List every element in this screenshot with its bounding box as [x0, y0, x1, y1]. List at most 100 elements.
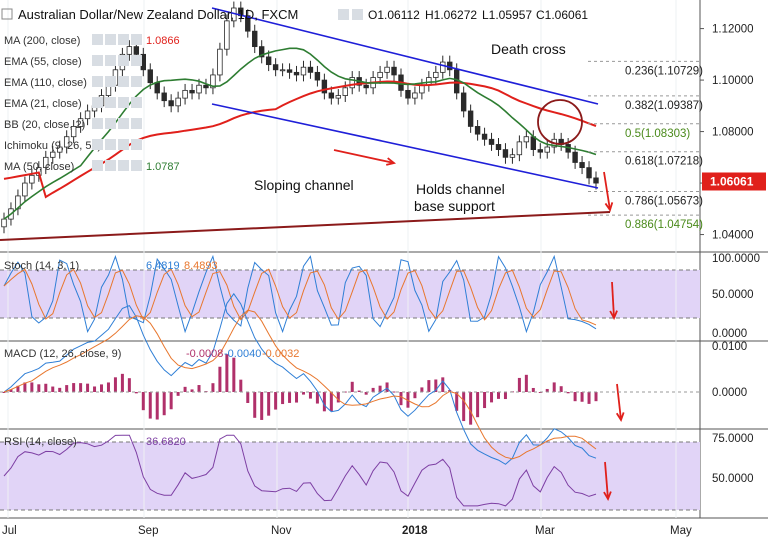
macd-bar [399, 392, 403, 406]
macd-bar [315, 392, 319, 404]
legend-button-icon[interactable] [105, 76, 116, 87]
sloping-channel-label: Sloping channel [254, 177, 354, 193]
candle [349, 71, 355, 95]
legend-button-icon[interactable] [131, 76, 142, 87]
fib-label: 0.618(1.07218) [625, 156, 703, 168]
macd-bar [162, 392, 166, 416]
legend-button-icon[interactable] [92, 76, 103, 87]
rsi-band [0, 442, 700, 510]
macd-bar [169, 392, 173, 410]
legend-button-icon[interactable] [131, 55, 142, 66]
indicator-legend-list: MA (200, close) 1.0866 EMA (55, close) EMA … [4, 34, 299, 448]
candle [168, 94, 174, 113]
macd-bar [524, 374, 528, 392]
legend-button-icon[interactable] [105, 139, 116, 150]
legend-button-icon[interactable] [105, 97, 116, 108]
indicator-legend-item[interactable]: BB (20, close, 2) [4, 118, 142, 131]
death-cross-label: Death cross [491, 41, 566, 57]
visibility-icon[interactable] [338, 9, 349, 20]
candle [474, 119, 481, 141]
candle [523, 130, 530, 149]
legend-button-icon[interactable] [105, 118, 116, 129]
macd-bar [350, 381, 354, 392]
indicator-legend-label: Ichimoku (9, 26, 52) [4, 140, 101, 152]
candle [293, 65, 300, 82]
macd-bar [503, 392, 507, 400]
legend-button-icon[interactable] [92, 160, 103, 171]
indicator-legend-value: 1.0787 [146, 161, 180, 173]
legend-button-icon[interactable] [105, 160, 116, 171]
macd-bar [225, 354, 229, 392]
macd-bar [267, 392, 271, 416]
candle [328, 86, 335, 105]
legend-button-icon[interactable] [131, 160, 142, 171]
macd-bar [127, 378, 131, 392]
legend-button-icon[interactable] [92, 34, 103, 45]
stoch-legend[interactable]: Stoch (14, 3, 1) 6.4819 8.4893 [4, 260, 218, 272]
macd-down-arrow [615, 383, 625, 423]
candle [77, 112, 84, 133]
legend-button-icon[interactable] [118, 118, 129, 129]
stoch-tick-label: 100.0000 [712, 253, 760, 265]
macd-bar [378, 385, 382, 392]
legend-button-icon[interactable] [118, 160, 129, 171]
price-tick-label: 1.08000 [712, 127, 754, 139]
legend-button-icon[interactable] [92, 55, 103, 66]
legend-button-icon[interactable] [131, 34, 142, 45]
fib-label: 0.786(1.05673) [625, 195, 703, 207]
candle [467, 104, 474, 133]
indicator-legend-item[interactable]: MA (200, close) 1.0866 [4, 34, 180, 47]
legend-button-icon[interactable] [105, 55, 116, 66]
macd-bar [336, 392, 340, 403]
legend-button-icon[interactable] [105, 34, 116, 45]
legend-button-icon[interactable] [118, 76, 129, 87]
price-down-arrow [603, 171, 614, 213]
macd-bar [120, 373, 124, 392]
current-price-label: 1.06061 [710, 174, 754, 188]
candle [321, 73, 328, 100]
legend-button-icon[interactable] [118, 55, 129, 66]
candle [495, 138, 502, 157]
macd-bar [427, 380, 431, 392]
indicator-legend-item[interactable]: MA (50, close) 1.0787 [4, 160, 180, 173]
collapse-toggle-icon[interactable] [1, 8, 13, 20]
macd-bar [44, 383, 48, 392]
rsi-line [3, 434, 597, 507]
candle [224, 14, 230, 56]
legend-button-icon[interactable] [92, 139, 103, 150]
candle [460, 86, 467, 118]
settings-icon[interactable] [352, 9, 363, 20]
macd-bar [329, 392, 333, 412]
legend-button-icon[interactable] [131, 97, 142, 108]
macd-bar [79, 383, 83, 392]
legend-button-icon[interactable] [92, 118, 103, 129]
macd-bar [106, 382, 110, 392]
holds-channel-label-1: Holds channel [416, 181, 505, 197]
indicator-legend-item[interactable]: Ichimoku (9, 26, 52) [4, 139, 142, 152]
legend-button-icon[interactable] [131, 118, 142, 129]
candle [433, 65, 439, 84]
legend-button-icon[interactable] [131, 139, 142, 150]
macd-bar [274, 392, 278, 410]
rsi-down-arrow [603, 461, 612, 502]
stoch-tick-label: 50.0000 [712, 289, 754, 301]
candle [154, 76, 160, 100]
rsi-legend[interactable]: RSI (14, close) 36.6820 [4, 436, 186, 448]
legend-button-icon[interactable] [118, 97, 129, 108]
fib-label: 0.236(1.10729) [625, 65, 703, 77]
macd-legend[interactable]: MACD (12, 26, close, 9) -0.0008 -0.0040 -0.… [4, 348, 299, 360]
candle [419, 78, 425, 100]
macd-bar [566, 392, 570, 394]
macd-bar [239, 379, 243, 392]
legend-button-icon[interactable] [118, 34, 129, 45]
macd-bar [148, 392, 152, 419]
indicator-legend-item[interactable]: EMA (55, close) [4, 55, 142, 68]
macd-bar [246, 392, 250, 403]
fib-label: 0.382(1.09387) [625, 100, 703, 112]
legend-button-icon[interactable] [118, 139, 129, 150]
legend-button-icon[interactable] [92, 97, 103, 108]
indicator-legend-item[interactable]: EMA (21, close) [4, 97, 142, 110]
candle [342, 81, 348, 102]
indicator-legend-item[interactable]: EMA (110, close) [4, 76, 142, 89]
macd-histogram [0, 354, 700, 425]
